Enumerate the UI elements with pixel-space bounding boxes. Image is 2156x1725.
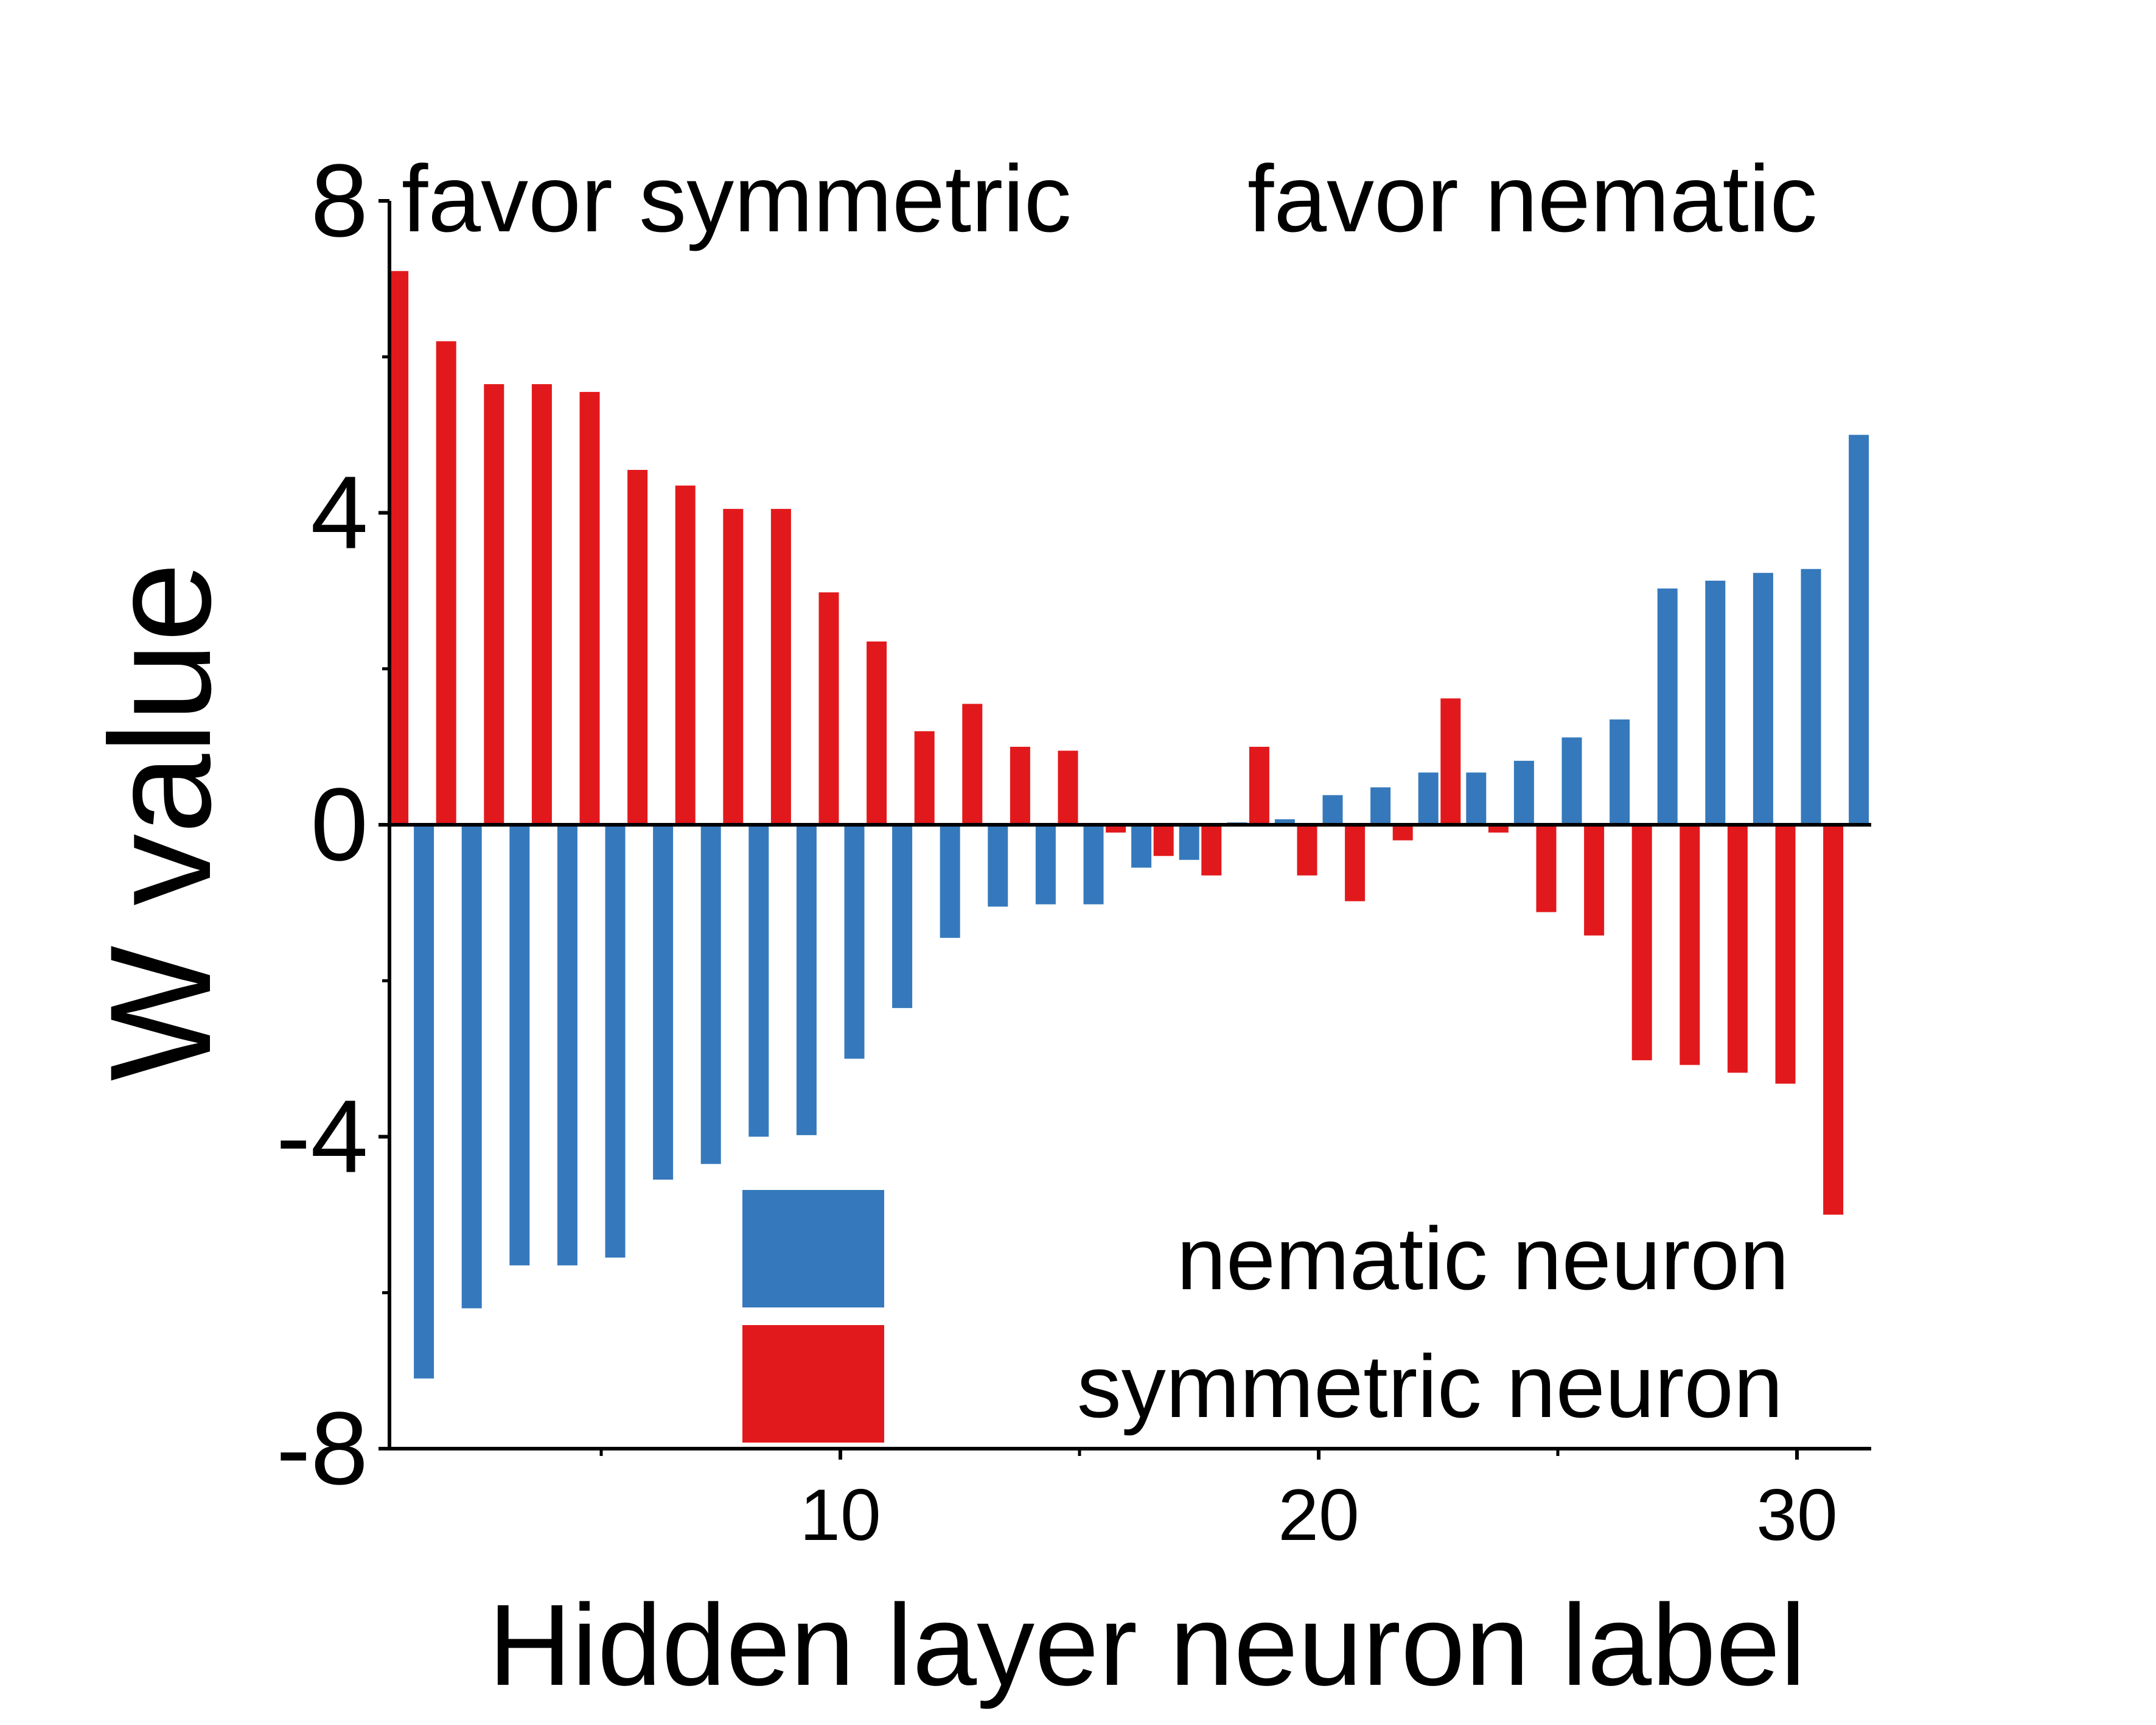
bar-symmetric-28 [1680,825,1700,1065]
bar-symmetric-17 [1153,825,1174,856]
bar-symmetric-3 [484,384,504,825]
bar-symmetric-12 [914,731,935,825]
bar-nematic-31 [1849,435,1869,825]
bar-nematic-7 [700,825,721,1164]
annotation-favor-symmetric: favor symmetric [402,146,1072,252]
legend-swatch-symmetric [742,1325,884,1443]
bar-nematic-12 [940,825,960,938]
bar-symmetric-15 [1058,751,1078,825]
bar-nematic-28 [1705,581,1726,825]
bar-symmetric-21 [1345,825,1366,901]
bar-nematic-23 [1466,772,1487,825]
bar-symmetric-26 [1584,825,1605,936]
y-tick-label: -4 [276,1079,368,1195]
bar-nematic-29 [1753,573,1773,825]
legend-swatch-nematic [742,1190,884,1307]
y-ticks: -8 -4 0 4 8 [276,143,389,1506]
bar-nematic-22 [1418,772,1439,825]
bar-symmetric-11 [867,641,887,825]
bar-symmetric-22 [1392,825,1413,841]
bar-symmetric-5 [579,391,600,825]
bar-symmetric-31 [1823,825,1844,1215]
bar-symmetric-25 [1536,825,1557,912]
bar-nematic-21 [1370,787,1391,825]
bars-layer [388,271,1869,1379]
legend-label-symmetric: symmetric neuron [1077,1337,1783,1436]
bar-nematic-11 [892,825,913,1009]
bar-nematic-26 [1610,719,1630,825]
bar-symmetric-29 [1727,825,1748,1073]
bar-nematic-14 [1035,825,1056,904]
bar-nematic-5 [605,825,626,1258]
x-tick-label: 30 [1756,1474,1837,1556]
bar-symmetric-8 [723,509,744,825]
bar-symmetric-6 [627,470,648,825]
bar-symmetric-16 [1106,825,1126,833]
bar-symmetric-10 [818,592,839,825]
y-tick-label: 0 [310,767,368,883]
bar-symmetric-1 [388,271,409,825]
bar-symmetric-14 [1010,746,1030,825]
bar-nematic-9 [796,825,817,1135]
legend: nematic neuron symmetric neuron [742,1190,1789,1443]
bar-nematic-10 [844,825,865,1059]
annotation-favor-nematic: favor nematic [1247,146,1817,252]
bar-symmetric-30 [1775,825,1796,1084]
y-tick-label: 4 [310,455,368,571]
bar-nematic-4 [557,825,577,1265]
bar-symmetric-2 [436,341,456,825]
bar-symmetric-7 [675,485,696,825]
bar-nematic-30 [1801,569,1821,825]
x-axis-label: Hidden layer neuron label [488,1581,1805,1710]
bar-nematic-15 [1083,825,1104,904]
bar-symmetric-27 [1631,825,1652,1060]
bar-symmetric-23 [1440,698,1461,825]
bar-nematic-27 [1657,588,1678,825]
bar-nematic-19 [1274,819,1295,825]
legend-label-nematic: nematic neuron [1177,1209,1789,1308]
bar-symmetric-9 [770,509,791,825]
y-tick-label: 8 [310,143,368,259]
bar-symmetric-18 [1201,825,1222,876]
bar-symmetric-24 [1488,825,1509,833]
x-tick-label: 10 [800,1474,881,1556]
x-tick-label: 20 [1278,1474,1359,1556]
x-ticks: 10 20 30 [599,1449,1838,1556]
bar-symmetric-19 [1249,746,1269,825]
bar-symmetric-4 [531,384,552,825]
bar-nematic-20 [1322,795,1343,825]
bar-nematic-6 [653,825,674,1180]
bar-nematic-17 [1179,825,1199,860]
y-axis-label: W value [80,562,241,1082]
y-tick-label: -8 [276,1391,368,1506]
bar-nematic-3 [509,825,530,1265]
bar-nematic-1 [414,825,434,1379]
bar-nematic-2 [461,825,482,1309]
bar-nematic-16 [1131,825,1152,868]
bar-nematic-25 [1561,737,1582,825]
bar-nematic-13 [988,825,1008,907]
bar-symmetric-20 [1297,825,1317,876]
bar-nematic-8 [748,825,769,1137]
bar-nematic-24 [1513,760,1534,825]
bar-symmetric-13 [962,704,983,825]
